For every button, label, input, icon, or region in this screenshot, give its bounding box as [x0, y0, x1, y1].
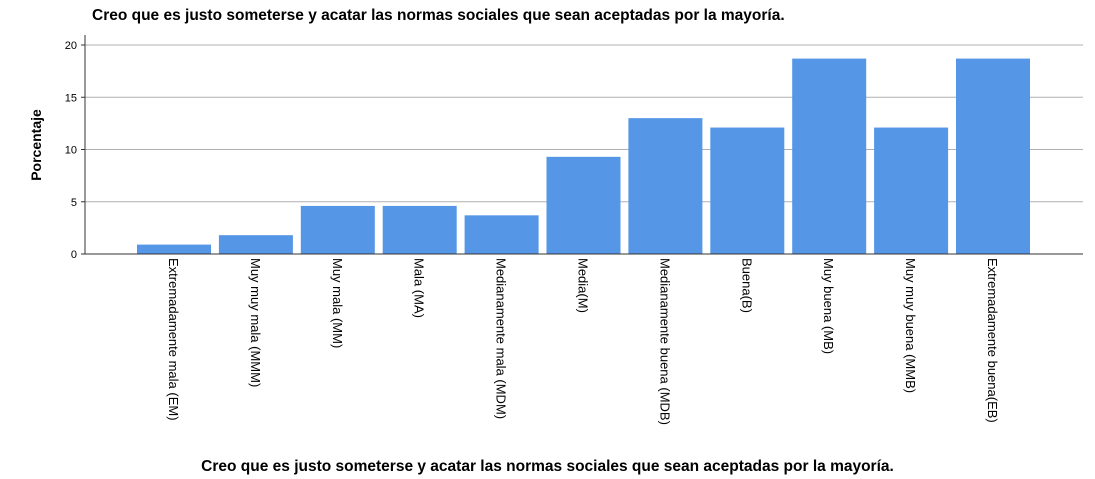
y-axis-title: Porcentaje	[28, 109, 44, 181]
bar	[628, 118, 703, 255]
bar	[710, 127, 785, 254]
x-tick-label: Media(M)	[576, 258, 591, 313]
x-tick-label: Mala (MA)	[412, 258, 427, 318]
bar	[464, 215, 539, 254]
x-tick-label: Muy muy buena (MMB)	[903, 258, 918, 393]
bar	[218, 235, 293, 254]
y-tick-label: 20	[65, 40, 77, 52]
chart-title: Creo que es justo someterse y acatar las…	[92, 7, 785, 24]
x-tick-label: Medianamente mala (MDM)	[494, 258, 509, 419]
bar	[382, 205, 457, 254]
x-tick-label: Medianamente buena (MDB)	[657, 258, 672, 425]
bar	[137, 244, 211, 254]
bar	[874, 127, 949, 254]
x-tick-label: Muy mala (MM)	[330, 258, 345, 348]
x-tick-label: Extremadamente buena(EB)	[985, 258, 1000, 423]
bar	[300, 205, 375, 254]
y-tick-label: 10	[65, 145, 77, 157]
y-tick-label: 15	[65, 92, 77, 104]
x-tick-label: Muy buena (MB)	[821, 258, 836, 354]
bar	[792, 58, 867, 255]
y-tick-label: 5	[71, 197, 77, 209]
bar	[546, 156, 621, 254]
bar	[956, 58, 1030, 255]
x-tick-label: Extremadamente mala (EM)	[166, 258, 181, 421]
y-tick-label: 0	[71, 249, 77, 261]
x-tick-label: Muy muy mala (MMM)	[248, 258, 263, 387]
x-axis-title: Creo que es justo someterse y acatar las…	[201, 458, 894, 475]
x-tick-label: Buena(B)	[739, 258, 754, 313]
